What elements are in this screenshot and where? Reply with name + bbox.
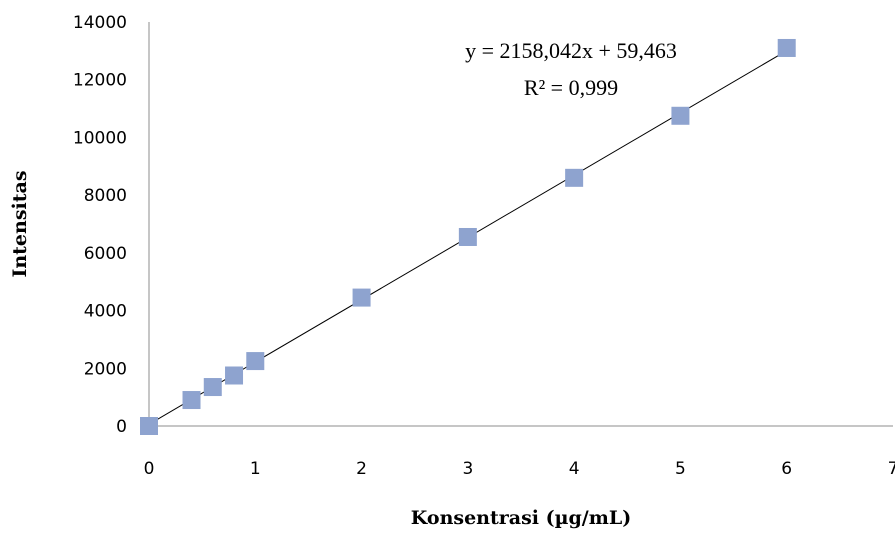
y-tick-label: 4000 [84,302,127,322]
x-tick-label: 4 [569,459,580,479]
data-point [246,352,265,371]
y-tick-label: 0 [116,417,127,437]
data-point [140,417,158,435]
x-axis-title: Konsentrasi (µg/mL) [411,507,631,529]
axes [148,22,893,427]
y-axis-title: Intensitas [9,170,31,277]
data-point [565,168,584,187]
x-tick-label: 6 [781,459,792,479]
y-tick-label: 8000 [84,186,127,206]
data-points [140,38,796,435]
equation-label: y = 2158,042x + 59,463 [465,38,677,63]
x-tick-labels: 0 1 2 3 4 5 6 7 [144,459,895,479]
y-tick-label: 6000 [84,244,127,264]
y-tick-label: 12000 [73,71,127,91]
data-point [777,38,796,57]
y-tick-labels: 0 2000 4000 6000 8000 10000 12000 14000 [73,13,127,437]
data-point [203,378,222,397]
r-squared-label: R² = 0,999 [524,75,618,100]
x-tick-label: 2 [356,459,367,479]
data-point [182,391,201,410]
x-tick-label: 0 [144,459,155,479]
y-tick-label: 10000 [73,128,127,148]
data-point [671,106,690,125]
x-tick-label: 3 [462,459,473,479]
data-point [352,288,371,307]
y-tick-label: 14000 [73,13,127,33]
x-tick-label: 1 [250,459,261,479]
data-point [225,366,244,385]
data-point [458,227,477,246]
x-tick-label: 7 [888,459,895,479]
x-tick-label: 5 [675,459,686,479]
y-tick-label: 2000 [84,359,127,379]
